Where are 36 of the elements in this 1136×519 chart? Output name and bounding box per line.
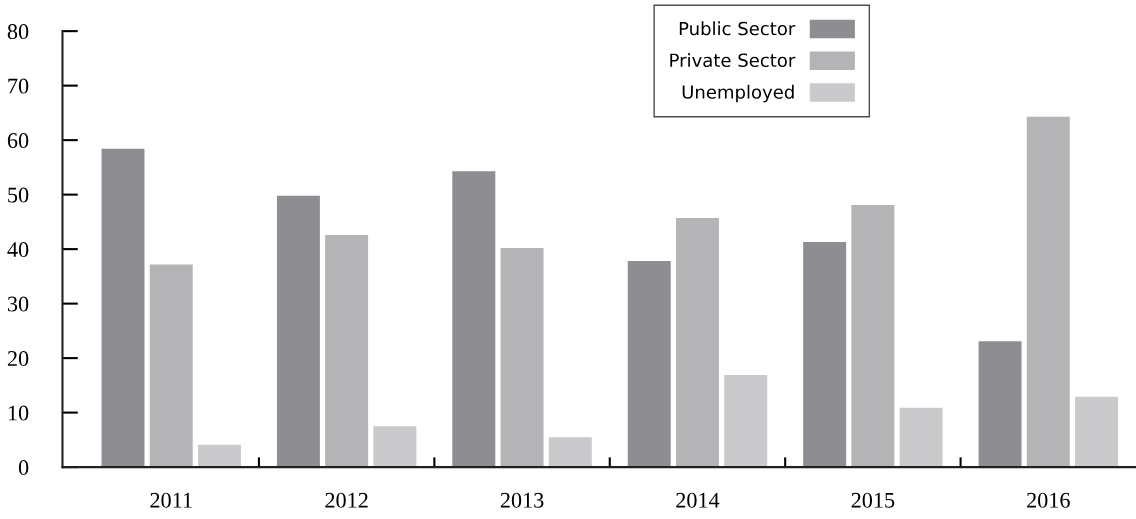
bar — [197, 444, 241, 468]
x-tick-label: 2016 — [1027, 492, 1070, 508]
y-tick-label: 80 — [7, 24, 29, 40]
bar — [899, 407, 943, 468]
bar — [325, 234, 369, 468]
bar — [1075, 396, 1119, 468]
bar — [149, 264, 193, 468]
y-tick-label: 20 — [7, 351, 29, 367]
y-tick-label: 70 — [8, 78, 29, 94]
y-tick-label: 50 — [8, 187, 29, 203]
bar — [675, 218, 719, 468]
bar — [978, 341, 1022, 468]
y-tick-label: 30 — [7, 296, 29, 312]
x-tick-label: 2013 — [500, 492, 544, 508]
y-tick-label: 10 — [8, 405, 29, 421]
y-tick-label: 60 — [7, 133, 29, 149]
legend-label: Private Sector — [670, 53, 796, 68]
x-tick-label: 2011 — [150, 492, 192, 508]
bar — [1026, 116, 1070, 468]
bar — [851, 204, 895, 468]
bar — [803, 242, 847, 468]
bar — [101, 148, 145, 468]
x-tick-label: 2014 — [676, 492, 720, 508]
x-tick-label: 2012 — [325, 492, 368, 508]
bar — [724, 375, 768, 468]
y-tick-label: 0 — [18, 460, 29, 476]
bar — [548, 437, 592, 468]
bar — [276, 195, 320, 468]
bar — [373, 426, 417, 468]
x-tick-label: 2015 — [851, 492, 895, 508]
y-tick-label: 40 — [7, 242, 29, 258]
bar — [500, 248, 544, 468]
bar — [452, 171, 496, 468]
bar — [627, 261, 671, 468]
legend-label: Public Sector — [679, 21, 796, 36]
legend-label: Unemployed — [682, 84, 794, 103]
